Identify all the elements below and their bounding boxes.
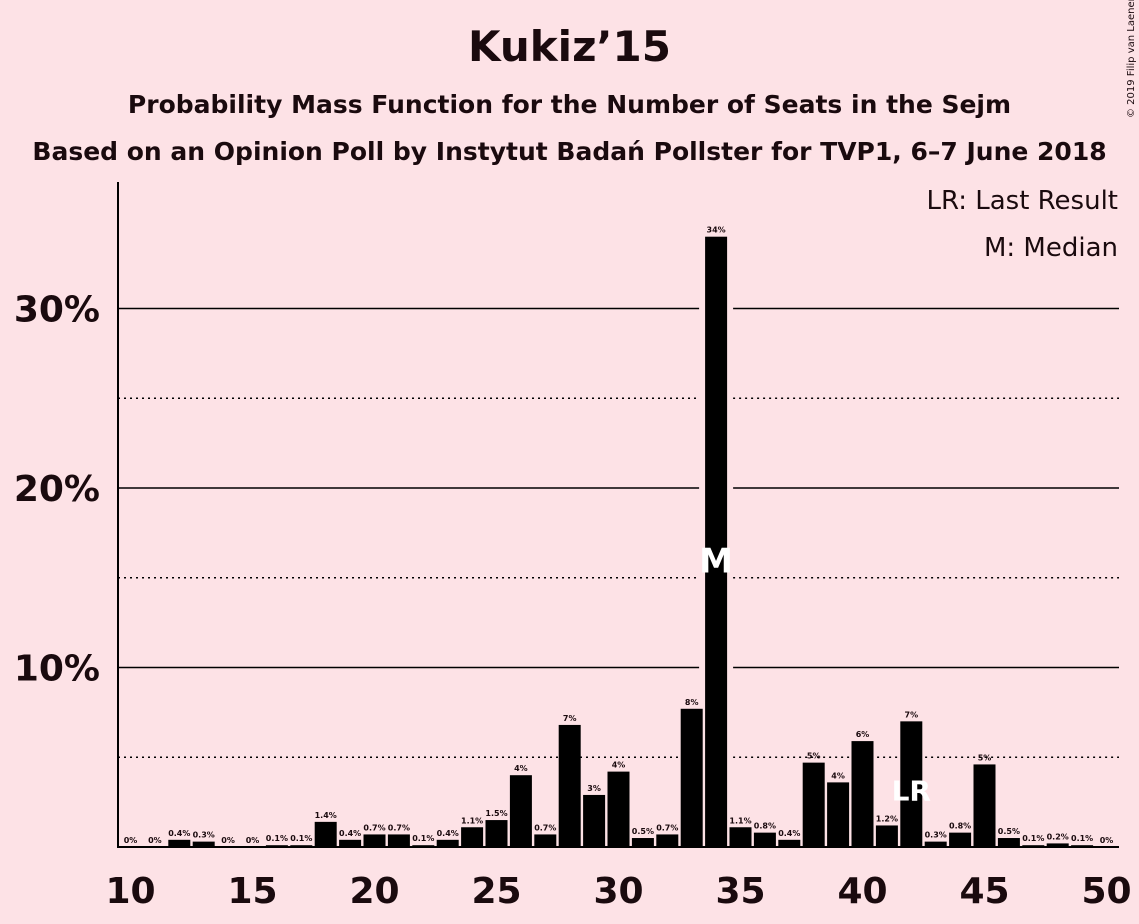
- chart-subtitle: Probability Mass Function for the Number…: [127, 90, 1012, 119]
- bar-value-label: 4%: [831, 771, 845, 780]
- bar-value-label: 3%: [587, 784, 601, 793]
- bar-value-label: 0.7%: [656, 823, 678, 832]
- bar: [631, 838, 654, 847]
- bar-value-label: 0.1%: [1022, 834, 1044, 843]
- bar: [509, 775, 532, 847]
- bar-value-label: 7%: [563, 714, 577, 723]
- bar: [607, 771, 630, 847]
- bar: [485, 820, 508, 847]
- bar-value-label: 34%: [707, 226, 726, 235]
- bar-value-label: 0%: [221, 836, 235, 845]
- bar-value-label: 4%: [612, 761, 626, 770]
- bar: [583, 794, 606, 847]
- bar: [753, 832, 776, 847]
- bar: [778, 839, 801, 847]
- median-marker: M: [699, 541, 733, 581]
- bar: [339, 839, 362, 847]
- bar: [192, 841, 215, 847]
- bar-value-label: 7%: [905, 710, 919, 719]
- legend-entry: LR: Last Result: [926, 186, 1118, 216]
- bar-value-label: 0%: [1100, 836, 1114, 845]
- bar: [851, 741, 874, 847]
- bar-value-label: 0.4%: [778, 829, 800, 838]
- bar-value-label: 0.2%: [1047, 832, 1069, 841]
- bar-value-label: 0.4%: [437, 829, 459, 838]
- bar: [1046, 843, 1069, 847]
- bar-value-label: 4%: [514, 764, 528, 773]
- bar-value-label: 1.5%: [485, 809, 507, 818]
- bar-value-label: 5%: [978, 753, 992, 762]
- y-tick-label: 20%: [14, 469, 100, 510]
- bar-value-label: 1.4%: [315, 811, 337, 820]
- bar: [729, 827, 752, 847]
- bar-value-label: 0.5%: [632, 827, 654, 836]
- bar: [949, 832, 972, 847]
- legend-entry: M: Median: [984, 233, 1118, 263]
- x-tick-label: 40: [837, 871, 887, 912]
- bar-value-label: 0.7%: [534, 823, 556, 832]
- bar: [924, 841, 947, 847]
- bar-value-label: 0.1%: [290, 834, 312, 843]
- bar-value-label: 0.1%: [266, 834, 288, 843]
- bar-value-label: 0.8%: [754, 822, 776, 831]
- bar-value-label: 8%: [685, 698, 699, 707]
- bar-value-label: 0.3%: [193, 831, 215, 840]
- bar: [461, 827, 484, 847]
- bar: [168, 839, 191, 847]
- x-tick-label: 15: [227, 871, 277, 912]
- x-tick-label: 45: [959, 871, 1009, 912]
- bar: [387, 834, 410, 847]
- bar: [314, 821, 337, 847]
- x-tick-label: 50: [1081, 871, 1131, 912]
- bar: [875, 825, 898, 847]
- y-tick-label: 10%: [14, 649, 100, 690]
- bar: [827, 782, 850, 847]
- last-result-marker: LR: [892, 774, 931, 807]
- bar-value-label: 0.1%: [412, 834, 434, 843]
- bar-value-label: 0%: [246, 836, 260, 845]
- bar-value-label: 0%: [148, 836, 162, 845]
- bar-value-label: 0.7%: [388, 823, 410, 832]
- bar-value-label: 5%: [807, 752, 821, 761]
- bar-value-label: 0.4%: [339, 829, 361, 838]
- bar-value-label: 1.1%: [729, 816, 751, 825]
- bar-value-label: 0%: [124, 836, 138, 845]
- bar: [558, 724, 581, 847]
- x-tick-label: 10: [105, 871, 155, 912]
- bar-value-label: 1.1%: [461, 816, 483, 825]
- bar: [656, 834, 679, 847]
- bar-value-label: 1.2%: [876, 814, 898, 823]
- bar: [705, 236, 728, 847]
- bar: [436, 839, 459, 847]
- chart-source: Based on an Opinion Poll by Instytut Bad…: [32, 137, 1107, 166]
- bar: [997, 838, 1020, 847]
- bar-value-label: 0.8%: [949, 822, 971, 831]
- bar: [900, 721, 923, 847]
- x-tick-label: 20: [349, 871, 399, 912]
- bar-value-label: 0.5%: [998, 827, 1020, 836]
- bar: [363, 834, 386, 847]
- bar-value-label: 0.1%: [1071, 834, 1093, 843]
- chart-title: Kukiz’15: [468, 22, 671, 71]
- bar: [802, 762, 825, 847]
- bar-value-label: 0.7%: [363, 823, 385, 832]
- bar: [973, 764, 996, 847]
- bar: [534, 834, 557, 847]
- bar: [680, 708, 703, 847]
- x-tick-label: 25: [471, 871, 521, 912]
- bar-value-label: 0.3%: [925, 831, 947, 840]
- bar-value-label: 6%: [856, 730, 870, 739]
- x-tick-label: 35: [715, 871, 765, 912]
- x-tick-label: 30: [593, 871, 643, 912]
- bar-value-label: 0.4%: [168, 829, 190, 838]
- y-tick-label: 30%: [14, 290, 100, 331]
